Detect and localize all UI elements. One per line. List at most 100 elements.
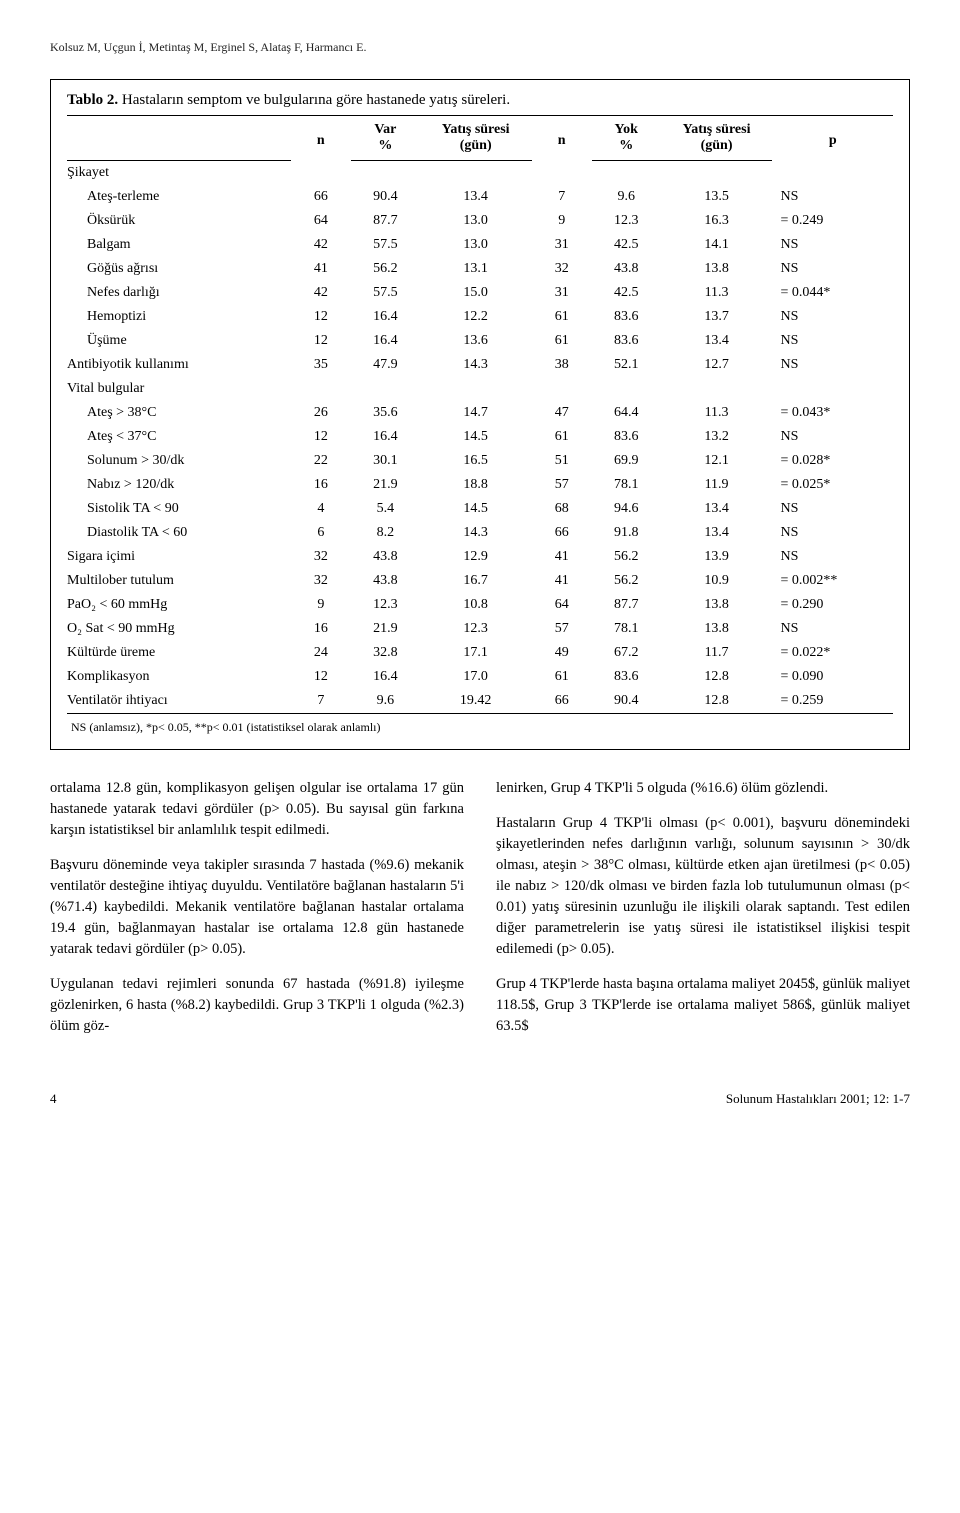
- cell: 61: [532, 305, 592, 329]
- table-row: Nabız > 120/dk1621.918.85778.111.9= 0.02…: [67, 473, 893, 497]
- cell: 9: [532, 209, 592, 233]
- cell: 6: [291, 521, 351, 545]
- cell: 13.9: [661, 545, 773, 569]
- cell: 56.2: [351, 257, 420, 281]
- paragraph: Uygulanan tedavi rejimleri sonunda 67 ha…: [50, 974, 464, 1037]
- cell: 9.6: [351, 689, 420, 714]
- cell: 7: [532, 185, 592, 209]
- table-row: Ateş < 37°C1216.414.56183.613.2NS: [67, 425, 893, 449]
- table-row: Balgam4257.513.03142.514.1NS: [67, 233, 893, 257]
- cell: 18.8: [420, 473, 532, 497]
- cell: 13.1: [420, 257, 532, 281]
- cell: 83.6: [592, 665, 661, 689]
- cell: NS: [772, 545, 893, 569]
- cell: 24: [291, 641, 351, 665]
- table-2-container: Tablo 2. Hastaların semptom ve bulguları…: [50, 79, 910, 750]
- table-row: Nefes darlığı4257.515.03142.511.3= 0.044…: [67, 281, 893, 305]
- cell: 83.6: [592, 425, 661, 449]
- cell: 41: [532, 545, 592, 569]
- cell: 13.8: [661, 257, 773, 281]
- cell: 7: [291, 689, 351, 714]
- cell: NS: [772, 233, 893, 257]
- cell: 19.42: [420, 689, 532, 714]
- table-row: Ateş-terleme6690.413.479.613.5NS: [67, 185, 893, 209]
- data-table: n Var Yatış süresi n Yok Yatış süresi p …: [67, 115, 893, 739]
- cell: Diastolik TA < 60: [67, 521, 291, 545]
- cell: 94.6: [592, 497, 661, 521]
- table-row: Hemoptizi1216.412.26183.613.7NS: [67, 305, 893, 329]
- col-yok: Yok: [592, 116, 661, 139]
- cell: 13.4: [661, 497, 773, 521]
- cell: NS: [772, 521, 893, 545]
- cell: Multilober tutulum: [67, 569, 291, 593]
- cell: 42: [291, 281, 351, 305]
- cell: Balgam: [67, 233, 291, 257]
- cell: = 0.044*: [772, 281, 893, 305]
- cell: 13.4: [661, 521, 773, 545]
- table-row: Vital bulgular: [67, 377, 893, 401]
- cell: 11.7: [661, 641, 773, 665]
- cell: 57: [532, 617, 592, 641]
- journal-ref: Solunum Hastalıkları 2001; 12: 1-7: [726, 1091, 910, 1107]
- cell: 66: [291, 185, 351, 209]
- cell: NS: [772, 497, 893, 521]
- cell: 32: [532, 257, 592, 281]
- table-row: Sistolik TA < 9045.414.56894.613.4NS: [67, 497, 893, 521]
- cell: Sistolik TA < 90: [67, 497, 291, 521]
- cell: 12.2: [420, 305, 532, 329]
- cell: 11.9: [661, 473, 773, 497]
- cell: = 0.022*: [772, 641, 893, 665]
- cell: 12: [291, 305, 351, 329]
- cell: 16.4: [351, 425, 420, 449]
- left-column: ortalama 12.8 gün, komplikasyon gelişen …: [50, 778, 464, 1051]
- cell: NS: [772, 425, 893, 449]
- cell: 9.6: [592, 185, 661, 209]
- page-footer: 4 Solunum Hastalıkları 2001; 12: 1-7: [50, 1091, 910, 1107]
- cell: 5.4: [351, 497, 420, 521]
- cell: Ventilatör ihtiyacı: [67, 689, 291, 714]
- table-title-prefix: Tablo 2.: [67, 92, 118, 108]
- cell: 57.5: [351, 233, 420, 257]
- cell: 16.4: [351, 665, 420, 689]
- cell: 42.5: [592, 233, 661, 257]
- cell: 52.1: [592, 353, 661, 377]
- cell: 11.3: [661, 281, 773, 305]
- cell: PaO₂ < 60 mmHg: [67, 593, 291, 617]
- cell: 16: [291, 617, 351, 641]
- cell: 10.8: [420, 593, 532, 617]
- cell: 41: [532, 569, 592, 593]
- cell: 43.8: [592, 257, 661, 281]
- cell: 17.1: [420, 641, 532, 665]
- paragraph: Başvuru döneminde veya takipler sırasınd…: [50, 855, 464, 960]
- table-row: O₂ Sat < 90 mmHg1621.912.35778.113.8NS: [67, 617, 893, 641]
- cell: 14.1: [661, 233, 773, 257]
- cell: = 0.028*: [772, 449, 893, 473]
- table-row: Göğüs ağrısı4156.213.13243.813.8NS: [67, 257, 893, 281]
- cell: 78.1: [592, 617, 661, 641]
- table-title-rest: Hastaların semptom ve bulgularına göre h…: [118, 92, 510, 108]
- cell: 56.2: [592, 569, 661, 593]
- col-n2: n: [532, 116, 592, 161]
- cell: 67.2: [592, 641, 661, 665]
- cell: = 0.259: [772, 689, 893, 714]
- cell: 21.9: [351, 473, 420, 497]
- cell: Antibiyotik kullanımı: [67, 353, 291, 377]
- cell: 13.5: [661, 185, 773, 209]
- cell: 35: [291, 353, 351, 377]
- cell: = 0.249: [772, 209, 893, 233]
- col-yatis1: Yatış süresi: [420, 116, 532, 139]
- cell: 49: [532, 641, 592, 665]
- cell: 12.3: [592, 209, 661, 233]
- cell: NS: [772, 257, 893, 281]
- cell: 26: [291, 401, 351, 425]
- table-row: Antibiyotik kullanımı3547.914.33852.112.…: [67, 353, 893, 377]
- col-gun1: (gün): [420, 138, 532, 161]
- table-row: PaO₂ < 60 mmHg912.310.86487.713.8= 0.290: [67, 593, 893, 617]
- cell: 9: [291, 593, 351, 617]
- paragraph: Grup 4 TKP'lerde hasta başına ortalama m…: [496, 974, 910, 1037]
- table-row: Şikayet: [67, 161, 893, 186]
- cell: 66: [532, 521, 592, 545]
- cell: 61: [532, 425, 592, 449]
- cell: 11.3: [661, 401, 773, 425]
- cell: Solunum > 30/dk: [67, 449, 291, 473]
